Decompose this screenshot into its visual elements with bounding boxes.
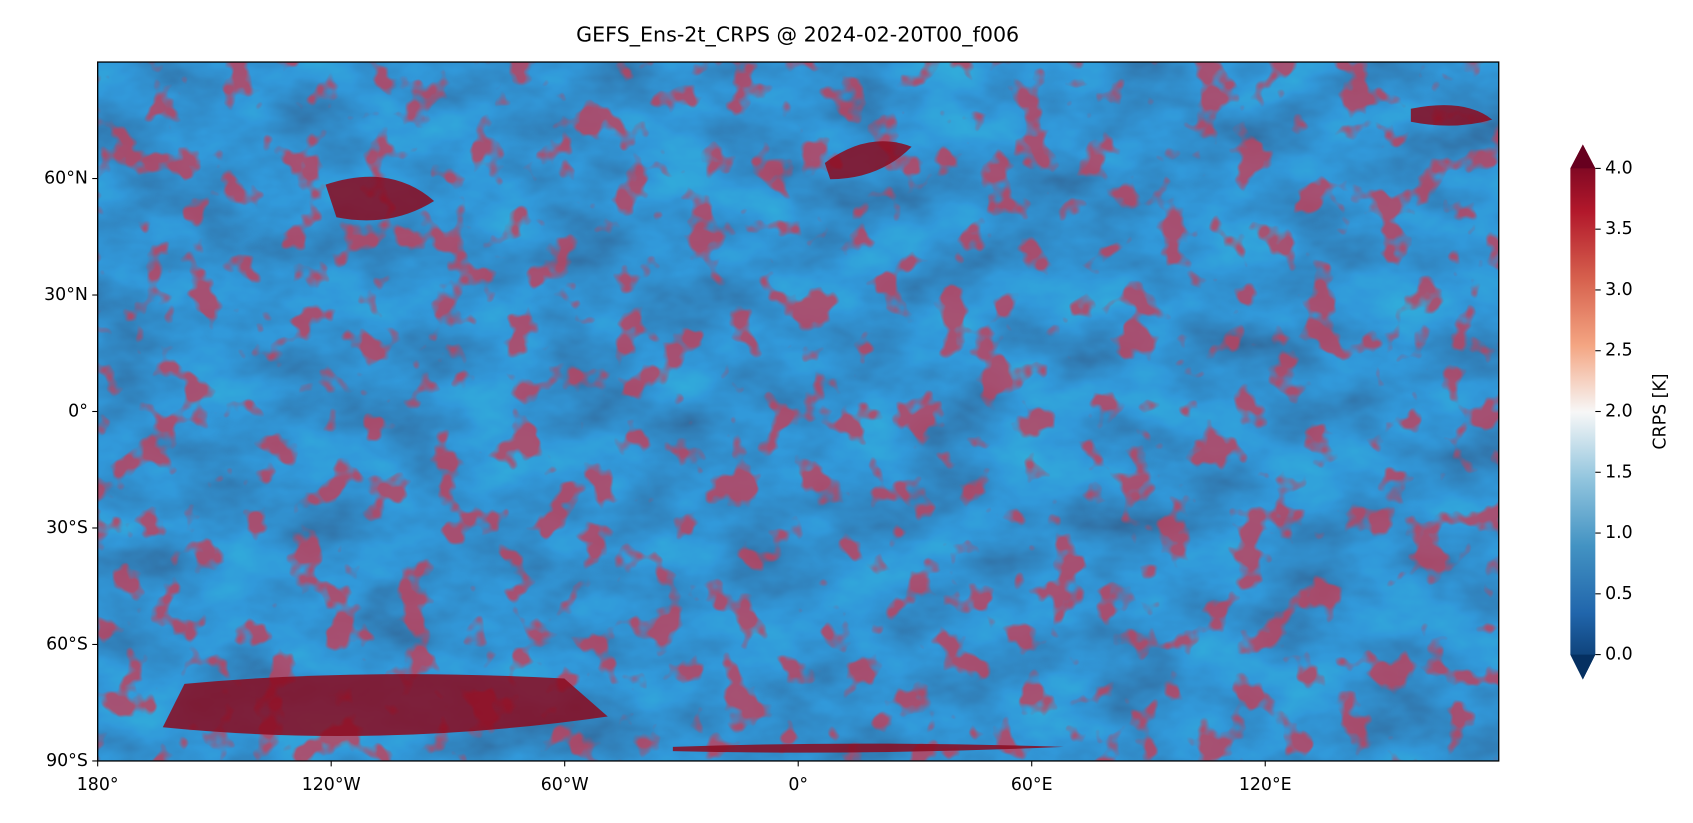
y-tick-label: 30°S (46, 518, 88, 538)
colorbar (1570, 144, 1596, 680)
colorbar-tick-label: 0.5 (1605, 584, 1633, 604)
y-tick-label: 60°N (44, 169, 88, 189)
colorbar-tick-label: 2.5 (1605, 341, 1633, 361)
x-tick-label: 60°W (541, 775, 589, 795)
colorbar-tick-label: 3.0 (1605, 280, 1633, 300)
hotspot (162, 674, 608, 736)
colorbar-label: CRPS [K] (1650, 373, 1670, 449)
hotspot (672, 743, 1064, 753)
x-tick-label: 120°E (1239, 775, 1292, 795)
hotspot (824, 141, 912, 180)
x-tick-label: 120°W (302, 775, 361, 795)
y-tick-label: 90°S (46, 751, 88, 771)
map-field (97, 62, 1499, 761)
hotspot (1410, 105, 1493, 126)
x-tick-label: 60°E (1011, 775, 1053, 795)
colorbar-tick-label: 4.0 (1605, 158, 1633, 178)
y-tick-label: 60°S (46, 634, 88, 654)
x-tick-label: 0° (788, 775, 808, 795)
colorbar-extend-max (1570, 144, 1596, 169)
colorbar-tick-label: 1.0 (1605, 523, 1633, 543)
x-tick-label: 180° (77, 775, 119, 795)
colorbar-extend-min (1570, 654, 1596, 680)
field-blobs (97, 62, 1499, 761)
colorbar-tick-label: 2.0 (1605, 402, 1633, 422)
hotspot (325, 176, 435, 221)
colorbar-tick-label: 0.0 (1605, 645, 1633, 665)
colorbar-tick-label: 1.5 (1605, 462, 1633, 482)
y-tick-label: 0° (68, 402, 88, 422)
chart-title: GEFS_Ens-2t_CRPS @ 2024-02-20T00_f006 (576, 22, 1019, 47)
y-tick-label: 30°N (44, 285, 88, 305)
colorbar-tick-label: 3.5 (1605, 219, 1633, 239)
